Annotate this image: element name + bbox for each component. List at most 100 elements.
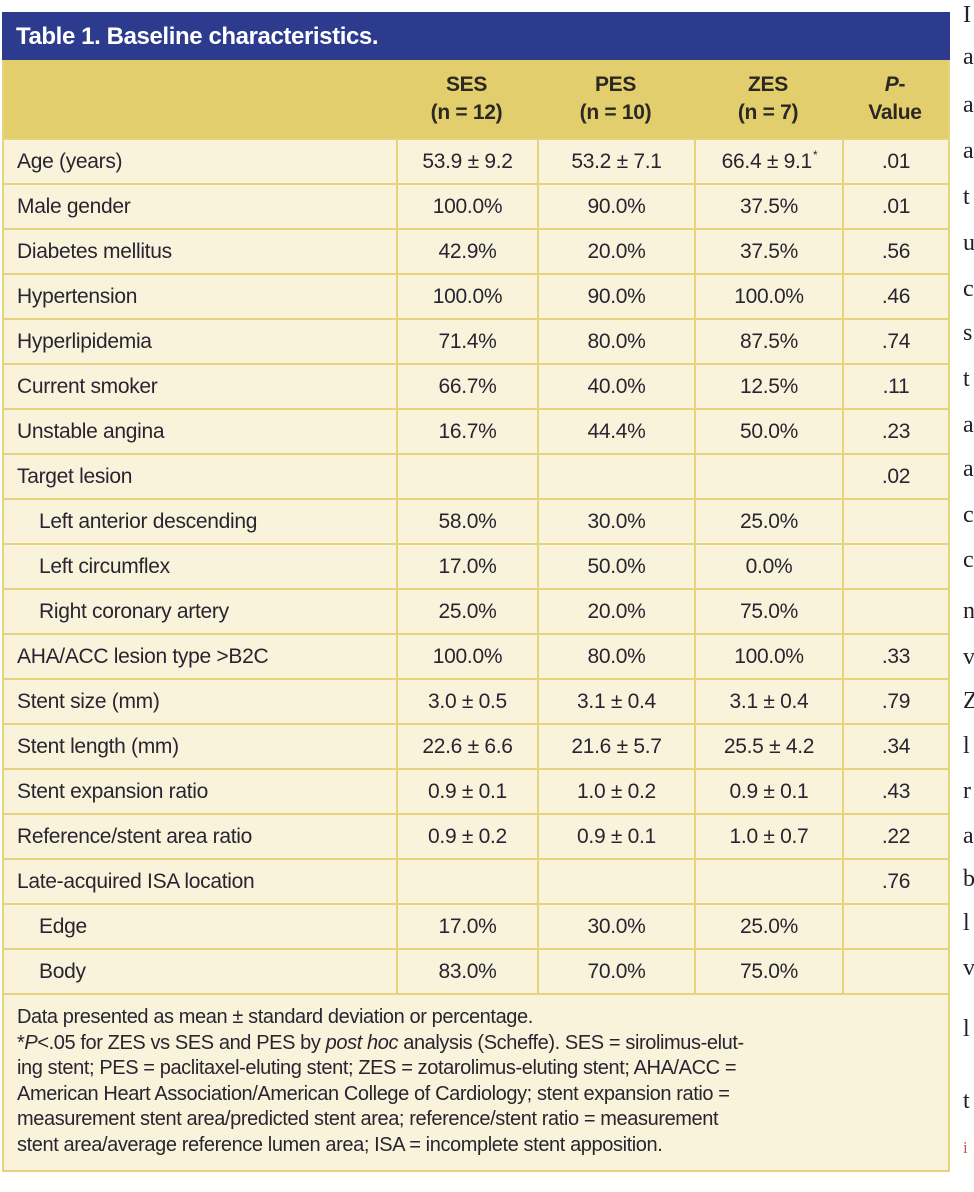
footnote-line: ing stent; PES = paclitaxel-eluting sten… (17, 1056, 934, 1082)
value-cell: 17.0% (396, 905, 537, 948)
column-header-pes: PES (n = 10) (537, 71, 694, 127)
footnote-text: Data presented as mean ± standard deviat… (17, 1006, 533, 1028)
p-value-cell (842, 545, 948, 588)
value-cell (694, 860, 842, 903)
table-row: Stent length (mm) 22.6 ± 6.6 21.6 ± 5.7 25.… (4, 723, 948, 768)
value-cell: 0.9 ± 0.2 (396, 815, 537, 858)
clipped-text-fragment: Z (963, 688, 974, 714)
table-row: Age (years) 53.9 ± 9.2 53.2 ± 7.1 66.4 ± 9.… (4, 138, 948, 183)
column-n: (n = 12) (430, 101, 503, 124)
clipped-text-fragment: I (963, 2, 971, 28)
column-header-zes: ZES (n = 7) (694, 71, 842, 127)
clipped-text-fragment: a (963, 412, 974, 438)
p-value-cell: .46 (842, 275, 948, 318)
value-cell: 16.7% (396, 410, 537, 453)
footnote-italic-text: P (24, 1031, 38, 1054)
table-title: Table 1. Baseline characteristics. (16, 23, 379, 50)
value-cell: 37.5% (694, 185, 842, 228)
p-value-cell: .23 (842, 410, 948, 453)
table-row: AHA/ACC lesion type >B2C 100.0% 80.0% 100.0… (4, 633, 948, 678)
row-label: Unstable angina (17, 419, 165, 443)
table-row: Hypertension 100.0% 90.0% 100.0% .46 (4, 273, 948, 318)
value-cell: 12.5% (694, 365, 842, 408)
value-cell: 3.1 ± 0.4 (537, 680, 694, 723)
value-cell: 100.0% (694, 275, 842, 318)
value-cell: 37.5% (694, 230, 842, 273)
clipped-text-fragment: a (963, 44, 974, 70)
value-cell: 87.5% (694, 320, 842, 363)
row-label: Hyperlipidemia (17, 329, 152, 353)
footnote-line: *P<.05 for ZES vs SES and PES by post ho… (17, 1031, 934, 1057)
row-label: Body (39, 959, 86, 983)
clipped-text-fragment: b (963, 866, 974, 892)
footnote-line: stent area/average reference lumen area;… (17, 1133, 934, 1159)
column-header-ses: SES (n = 12) (396, 71, 537, 127)
clipped-text-fragment: t (963, 366, 970, 392)
value-cell: 50.0% (537, 545, 694, 588)
value-cell: 1.0 ± 0.7 (694, 815, 842, 858)
clipped-text-fragment: c (963, 276, 974, 302)
clipped-text-fragment: a (963, 823, 974, 849)
clipped-text-fragment: l (963, 733, 970, 759)
value-cell: 0.9 ± 0.1 (396, 770, 537, 813)
p-value-cell: .34 (842, 725, 948, 768)
row-label: Stent expansion ratio (17, 779, 208, 803)
footnote-line: Data presented as mean ± standard deviat… (17, 1005, 934, 1031)
table-row: Diabetes mellitus 42.9% 20.0% 37.5% .56 (4, 228, 948, 273)
clipped-text-fragment: t (963, 1088, 970, 1114)
footnote-text: <.05 for ZES vs SES and PES by (37, 1031, 326, 1054)
baseline-characteristics-table: Table 1. Baseline characteristics. SES (… (2, 12, 950, 1172)
row-label: Diabetes mellitus (17, 239, 172, 263)
value-cell: 30.0% (537, 500, 694, 543)
table-row: Edge 17.0% 30.0% 25.0% (4, 903, 948, 948)
column-abbr: SES (445, 73, 488, 96)
value-cell: 17.0% (396, 545, 537, 588)
p-italic: P (884, 73, 899, 96)
row-label: Male gender (17, 194, 131, 218)
p-value-cell: .43 (842, 770, 948, 813)
value-cell (694, 455, 842, 498)
p-value-cell: .74 (842, 320, 948, 363)
column-header-pvalue: P- Value (842, 71, 948, 127)
column-abbr: ZES (748, 73, 788, 96)
value-cell: 25.0% (396, 590, 537, 633)
value-cell: 66.7% (396, 365, 537, 408)
value-cell: 100.0% (396, 185, 537, 228)
value-cell (396, 860, 537, 903)
p-value-cell: .33 (842, 635, 948, 678)
clipped-text-fragment: a (963, 456, 974, 482)
row-label: Stent length (mm) (17, 734, 179, 758)
p-value-cell: .22 (842, 815, 948, 858)
value-cell: 0.0% (694, 545, 842, 588)
table-row: Reference/stent area ratio 0.9 ± 0.2 0.9 ±… (4, 813, 948, 858)
clipped-text-fragment: u (963, 230, 974, 256)
clipped-text-fragment: a (963, 138, 974, 164)
value-cell (537, 455, 694, 498)
footnote-italic-text: post hoc (325, 1031, 399, 1054)
value-cell: 100.0% (396, 635, 537, 678)
value-cell: 30.0% (537, 905, 694, 948)
footnote-text: stent area/average reference lumen area;… (17, 1133, 663, 1156)
clipped-text-fragment: i (963, 1138, 968, 1157)
table-row: Hyperlipidemia 71.4% 80.0% 87.5% .74 (4, 318, 948, 363)
value-cell: 44.4% (537, 410, 694, 453)
table-row: Stent size (mm) 3.0 ± 0.5 3.1 ± 0.4 3.1 ± 0… (4, 678, 948, 723)
table-row: Late-acquired ISA location .76 (4, 858, 948, 903)
table-row: Right coronary artery 25.0% 20.0% 75.0% (4, 588, 948, 633)
clipped-text-fragment: c (963, 547, 974, 573)
value-cell: 25.0% (694, 500, 842, 543)
row-label: Stent size (mm) (17, 689, 160, 713)
footnote-line: measurement stent area/predicted stent a… (17, 1107, 934, 1133)
table-footnote: Data presented as mean ± standard deviat… (4, 993, 948, 1170)
p-value-cell: .76 (842, 860, 948, 903)
value-cell: 53.2 ± 7.1 (537, 140, 694, 183)
row-label: Late-acquired ISA location (17, 869, 255, 893)
table-title-bar: Table 1. Baseline characteristics. (2, 12, 950, 60)
column-n: (n = 10) (579, 101, 652, 124)
row-label: Reference/stent area ratio (17, 824, 253, 848)
column-n: (n = 7) (737, 101, 799, 124)
value-cell: 70.0% (537, 950, 694, 993)
value-cell: 3.0 ± 0.5 (396, 680, 537, 723)
footnote-text: * (17, 1031, 25, 1054)
value-cell: 25.5 ± 4.2 (694, 725, 842, 768)
